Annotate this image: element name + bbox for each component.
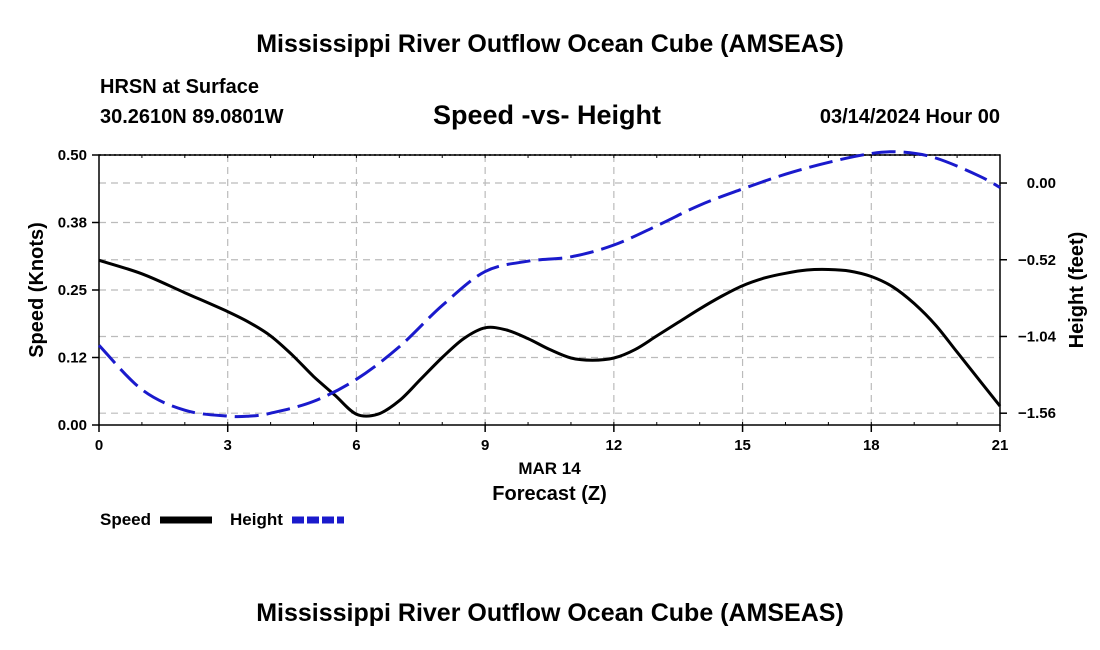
y-tick-label: 0.12 xyxy=(58,350,87,367)
speed-height-chart: 0 3 6 9 12 15 18 21 0.00 0.12 0.25 0.38 0.50 0.00 −0.5… xyxy=(26,147,1088,529)
x-tick-label: 15 xyxy=(734,437,751,454)
y2-tick-label: 0.00 xyxy=(1027,175,1056,192)
y-tick-label: 0.38 xyxy=(58,215,87,232)
station-coordinates: 30.2610N 89.0801W xyxy=(100,106,284,128)
main-title: Mississippi River Outflow Ocean Cube (AM… xyxy=(256,30,844,58)
series-lines xyxy=(97,150,1002,419)
y2-axis-title: Height (feet) xyxy=(1066,232,1088,349)
x-tick-label: 12 xyxy=(606,437,623,454)
y2-tick-label: −0.52 xyxy=(1018,252,1056,269)
forecast-date: 03/14/2024 Hour 00 xyxy=(819,106,1000,128)
x-tick-label: 21 xyxy=(992,437,1009,454)
axis-ticks: 0 3 6 9 12 15 18 21 0.00 0.12 0.25 0.38 0.50 0.00 −0.5… xyxy=(58,147,1057,454)
x-tick-label: 9 xyxy=(481,437,489,454)
legend-height-label: Height xyxy=(230,510,283,529)
height-series-line xyxy=(97,150,1001,419)
chart-title: Speed -vs- Height xyxy=(433,100,662,130)
speed-series-line xyxy=(98,258,1002,418)
y-tick-label: 0.25 xyxy=(58,282,87,299)
x-axis-title: Forecast (Z) xyxy=(492,483,606,505)
y2-tick-label: −1.56 xyxy=(1018,405,1056,422)
y-tick-label: 0.50 xyxy=(58,147,87,164)
x-tick-label: 3 xyxy=(224,437,232,454)
legend-speed-label: Speed xyxy=(100,510,151,529)
station-name: HRSN at Surface xyxy=(100,76,259,98)
x-tick-label: 0 xyxy=(95,437,103,454)
gridlines xyxy=(99,154,1000,425)
footer-title: Mississippi River Outflow Ocean Cube (AM… xyxy=(256,599,844,627)
y-axis-title: Speed (Knots) xyxy=(26,222,48,358)
x-tick-label: 6 xyxy=(352,437,360,454)
x-tick-label: 18 xyxy=(863,437,880,454)
x-axis-date-label: MAR 14 xyxy=(518,459,581,478)
y-tick-label: 0.00 xyxy=(58,417,87,434)
y2-tick-label: −1.04 xyxy=(1018,328,1057,345)
